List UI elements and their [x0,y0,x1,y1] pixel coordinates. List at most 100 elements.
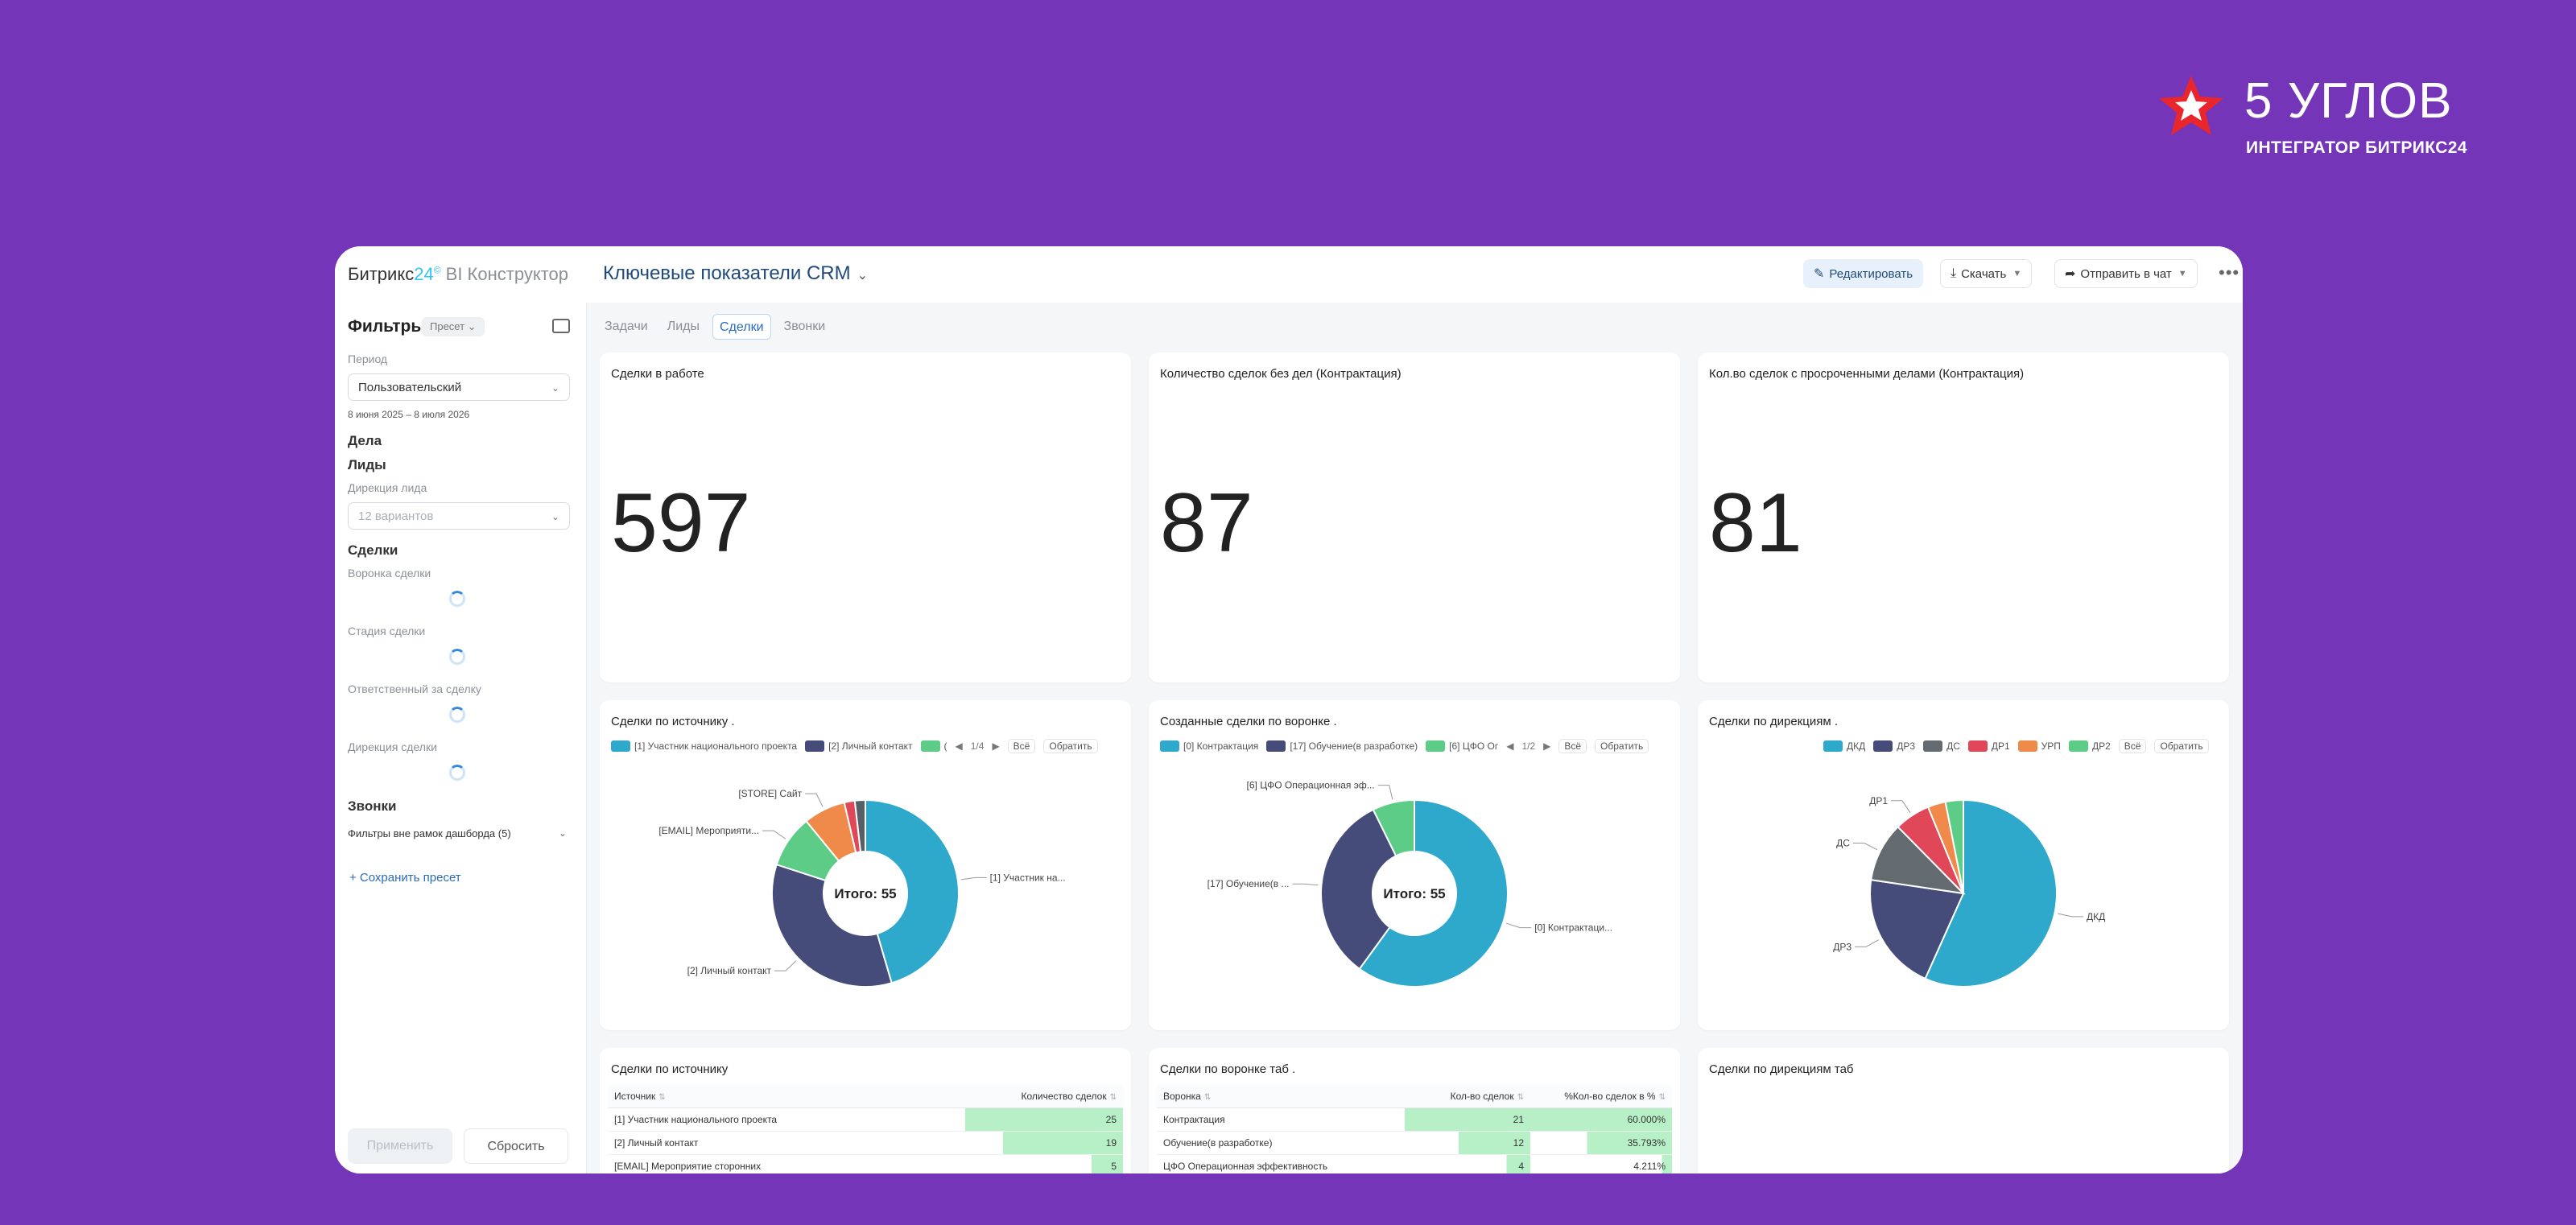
table-cell: 12 [1405,1131,1530,1155]
sort-icon: ⇅ [1658,1093,1666,1102]
donut-center-label: Итого: 55 [1383,886,1445,901]
deal-funnel-label: Воронка сделки [348,567,431,580]
deal-stage-label: Стадия сделки [348,625,426,637]
table-cell: 25 [965,1107,1123,1132]
column-header[interactable]: Кол-во сделок ⇅ [1405,1085,1530,1108]
send-label: Отправить в чат [2080,266,2172,281]
legend-swatch [1967,740,1988,752]
table-cell: 35.793% [1530,1131,1672,1155]
chart-slice[interactable] [1320,808,1397,971]
brand-block: 5 УГЛОВ ИНТЕГРАТОР БИТРИКС24 [2157,71,2467,167]
chart-slice[interactable] [1944,798,1964,894]
slice-label-line [1891,800,1911,814]
legend-item[interactable]: ( [920,740,947,752]
legend-next-icon[interactable]: ▶ [1543,740,1551,752]
legend-swatch [1823,740,1843,752]
kpi-title: Кол.во сделок с просроченными делами (Ко… [1709,367,2025,381]
more-dots-icon[interactable]: ••• [2219,262,2240,283]
table-row: [2] Личный контакт 19 [608,1131,1123,1155]
send-to-chat-button[interactable]: ➦ Отправить в чат ▼ [2054,259,2198,288]
legend-item[interactable]: [6] ЦФО Ог [1426,740,1498,752]
legend-label: ДР2 [2091,740,2111,752]
chart-slice[interactable] [1924,798,2058,988]
sort-icon: ⇅ [1203,1093,1212,1102]
legend-invert-button[interactable]: Обратить [2154,739,2209,753]
legend-item[interactable]: ДС [1923,740,1960,752]
slice-label-line [1377,785,1393,800]
legend-item[interactable]: ДР2 [2068,740,2111,752]
app-window: Битрикс24© BI Конструктор Ключевые показ… [335,246,2243,1173]
table-row: Обучение(в разработке) 12 35.793% [1157,1131,1672,1155]
chart-slice[interactable] [865,798,960,984]
save-preset-link[interactable]: + Сохранить пресет [349,871,461,885]
loading-spinner-icon [449,649,465,665]
tab-leads[interactable]: Лиды [667,320,700,333]
column-header-text: Кол-во сделок [1450,1091,1514,1102]
column-header-text: Воронка [1163,1091,1201,1102]
column-header[interactable]: Источник ⇅ [608,1085,965,1108]
preset-dropdown[interactable]: Пресет ⌄ [422,317,485,336]
section-tasks: Дела [348,433,382,448]
column-header-text: Источник [614,1091,656,1102]
chevron-down-icon: ⌄ [558,827,567,839]
legend-all-button[interactable]: Всё [1007,739,1036,753]
lead-direction-select[interactable]: 12 вариантов ⌄ [348,502,570,530]
legend-all-button[interactable]: Всё [1558,739,1587,753]
table-cell: 4.211% [1530,1154,1672,1173]
download-button[interactable]: ⤓ Скачать ▼ [1940,259,2033,288]
chart-slice[interactable] [1870,825,1966,895]
tab-calls[interactable]: Звонки [783,320,826,333]
legend-label: ДР3 [1897,740,1916,752]
column-header[interactable]: Количество сделок ⇅ [965,1085,1123,1108]
legend-item[interactable]: ДКД [1823,740,1865,752]
chart-slice[interactable] [1372,798,1415,857]
apply-button[interactable]: Применить [348,1128,452,1164]
legend-prev-icon[interactable]: ◀ [1506,740,1514,752]
period-range: 8 июня 2025 – 8 июля 2026 [348,409,470,420]
legend-prev-icon[interactable]: ◀ [955,740,963,752]
reset-button[interactable]: Сбросить [464,1128,568,1164]
legend-item[interactable]: ДР3 [1873,740,1915,752]
chart-slice[interactable] [1358,798,1509,988]
outside-filters-toggle[interactable]: Фильтры вне рамок дашборда (5) ⌄ [348,827,570,839]
tab-tasks[interactable]: Задачи [605,320,648,333]
app-logo[interactable]: Битрикс24© BI Конструктор [348,264,568,285]
legend-item[interactable]: [1] Участник национального проекта [611,740,797,752]
legend-item[interactable]: [2] Личный контакт [805,740,913,752]
collapse-sidebar-icon[interactable] [552,319,570,333]
slice-label: [2] Личный контакт [687,965,772,976]
legend-item[interactable]: УРП [2017,740,2061,752]
chart-slice[interactable] [1869,879,1965,980]
chevron-down-icon: ▼ [2013,269,2022,278]
legend-label: [2] Личный контакт [828,740,913,752]
slice-label: [0] Контрактаци... [1534,922,1612,934]
table-row: [EMAIL] Мероприятие сторонних 5 [608,1154,1123,1173]
legend-invert-button[interactable]: Обратить [1043,739,1098,753]
table-cell: 21 [1405,1107,1530,1132]
column-header[interactable]: %Кол-во сделок в % ⇅ [1530,1085,1672,1108]
legend-swatch [920,740,940,752]
edit-button[interactable]: ✎ Редактировать [1803,259,1924,288]
table-row: [1] Участник национального проекта 25 [608,1107,1123,1132]
legend-item[interactable]: [17] Обучение(в разработке) [1266,740,1418,752]
legend-swatch [805,740,825,752]
legend-label: ( [943,740,947,752]
legend-invert-button[interactable]: Обратить [1595,739,1649,753]
table-cell: Контрактация [1157,1107,1405,1132]
legend-label: [6] ЦФО Ог [1449,740,1499,752]
legend-item[interactable]: [0] Контрактация [1160,740,1258,752]
legend-item[interactable]: ДР1 [1967,740,2010,752]
column-header[interactable]: Воронка ⇅ [1157,1085,1405,1108]
legend-label: ДС [1946,740,1960,752]
chart-slice[interactable] [771,863,893,988]
table-cell: Обучение(в разработке) [1157,1131,1405,1155]
legend-all-button[interactable]: Всё [2118,739,2147,753]
brand-name: 5 УГЛОВ [2244,73,2453,129]
table-cell: [1] Участник национального проекта [608,1107,965,1132]
tab-deals[interactable]: Сделки [712,314,771,340]
legend-next-icon[interactable]: ▶ [992,740,1000,752]
dashboard-title[interactable]: Ключевые показатели CRM ⌄ [603,262,868,285]
legend-label: ДКД [1847,740,1866,752]
chart-slice[interactable] [853,798,866,853]
period-select[interactable]: Пользовательский ⌄ [348,373,570,401]
